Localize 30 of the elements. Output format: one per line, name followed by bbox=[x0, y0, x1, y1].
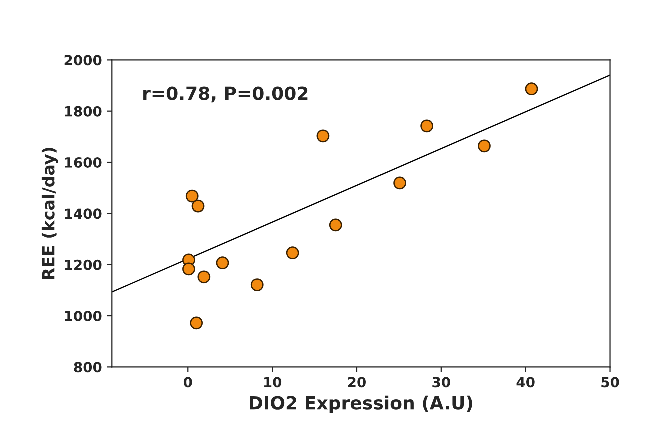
y-axis-title: REE (kcal/day) bbox=[42, 148, 58, 280]
point bbox=[182, 262, 196, 276]
y-tick-label: 1800 bbox=[65, 106, 102, 117]
y-tick-label: 1400 bbox=[65, 208, 102, 220]
x-tick-label: 30 bbox=[432, 377, 450, 388]
point bbox=[186, 190, 199, 203]
y-tick-label: 2000 bbox=[64, 55, 102, 66]
x-tick-label: 40 bbox=[516, 377, 535, 388]
y-tick-label: 1200 bbox=[65, 260, 102, 270]
y-tick-label: 800 bbox=[74, 362, 102, 373]
annotation: r=0.78, P=0.002 bbox=[144, 86, 308, 103]
point bbox=[525, 82, 538, 96]
x-tick-label: 0 bbox=[184, 377, 192, 388]
y-tick-label: 1000 bbox=[65, 310, 102, 322]
point bbox=[190, 316, 204, 330]
point bbox=[478, 140, 491, 153]
point bbox=[286, 246, 300, 260]
point bbox=[250, 278, 264, 292]
point bbox=[192, 200, 205, 213]
point bbox=[420, 120, 434, 133]
point bbox=[329, 218, 342, 232]
point bbox=[198, 270, 211, 284]
x-tick-label: 10 bbox=[264, 377, 282, 388]
y-tick-label: 1600 bbox=[65, 157, 102, 168]
x-tick-label: 50 bbox=[602, 377, 620, 388]
point bbox=[216, 256, 230, 270]
point bbox=[316, 130, 330, 143]
point bbox=[394, 176, 406, 190]
x-tick-label: 20 bbox=[348, 377, 366, 388]
x-axis-title: DIO2 Expression (A.U) bbox=[250, 396, 472, 414]
